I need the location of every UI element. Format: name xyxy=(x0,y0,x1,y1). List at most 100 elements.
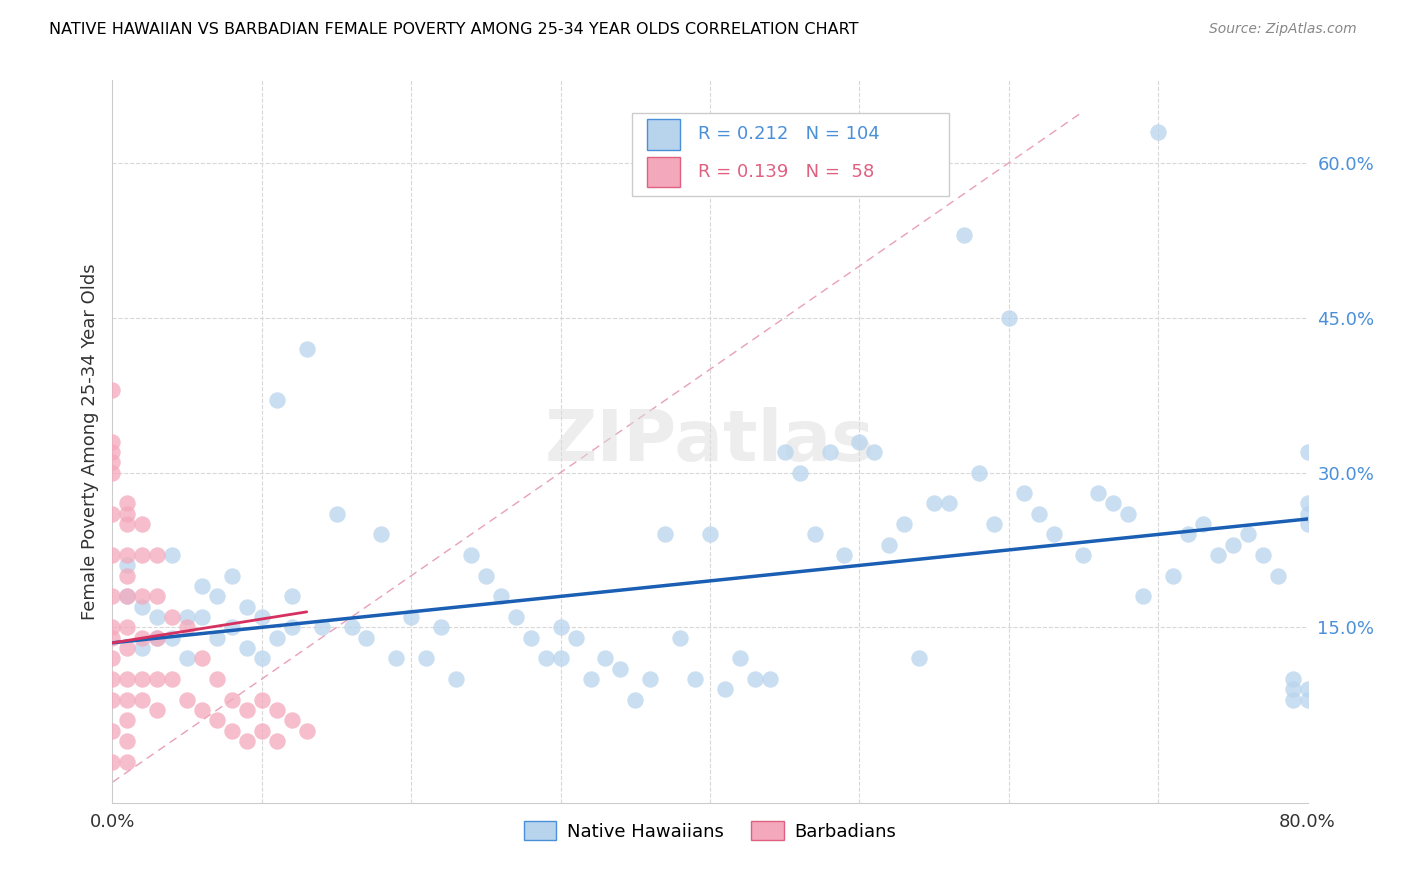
Point xyxy=(117,713,139,727)
Point xyxy=(1296,507,1319,521)
Point xyxy=(101,383,124,397)
Point xyxy=(162,672,183,686)
Point xyxy=(1042,527,1064,541)
Point xyxy=(430,620,453,634)
Point xyxy=(131,517,153,532)
Point xyxy=(117,590,139,604)
Point xyxy=(922,496,945,510)
Point xyxy=(564,631,586,645)
Point xyxy=(1028,507,1050,521)
Point xyxy=(1237,527,1260,541)
Point xyxy=(101,445,124,459)
Point xyxy=(221,620,243,634)
Point xyxy=(1012,486,1035,500)
Point xyxy=(938,496,960,510)
Point xyxy=(640,672,662,686)
Point xyxy=(356,631,378,645)
Point xyxy=(654,527,676,541)
Point xyxy=(550,651,572,665)
Text: Source: ZipAtlas.com: Source: ZipAtlas.com xyxy=(1209,22,1357,37)
Point xyxy=(385,651,408,665)
Point xyxy=(1267,568,1289,582)
Point xyxy=(773,445,796,459)
Point xyxy=(101,723,124,738)
Point xyxy=(818,445,841,459)
Point xyxy=(146,631,169,645)
Point xyxy=(1177,527,1199,541)
Point xyxy=(236,734,259,748)
FancyBboxPatch shape xyxy=(647,120,681,150)
Point xyxy=(683,672,706,686)
Point xyxy=(699,527,721,541)
Point xyxy=(131,590,153,604)
Point xyxy=(1296,517,1319,532)
Point xyxy=(131,548,153,562)
Point xyxy=(191,651,214,665)
Point xyxy=(744,672,766,686)
FancyBboxPatch shape xyxy=(633,112,949,196)
Point xyxy=(101,692,124,706)
Point xyxy=(281,620,304,634)
Point xyxy=(146,610,169,624)
Point xyxy=(967,466,990,480)
Point xyxy=(714,682,737,697)
Point xyxy=(250,651,273,665)
Point xyxy=(834,548,856,562)
Point xyxy=(250,692,273,706)
Point xyxy=(1102,496,1125,510)
Point xyxy=(1296,496,1319,510)
Point xyxy=(101,590,124,604)
Point xyxy=(489,590,512,604)
Point xyxy=(117,640,139,655)
Point xyxy=(893,517,915,532)
Point xyxy=(236,703,259,717)
Point xyxy=(146,548,169,562)
Point xyxy=(908,651,931,665)
Point xyxy=(1073,548,1095,562)
Text: R = 0.139   N =  58: R = 0.139 N = 58 xyxy=(699,163,875,181)
Point xyxy=(131,672,153,686)
Point xyxy=(534,651,557,665)
Point xyxy=(295,342,318,356)
Point xyxy=(101,651,124,665)
Point xyxy=(311,620,333,634)
Point xyxy=(146,703,169,717)
Point xyxy=(1147,125,1170,139)
Point xyxy=(191,579,214,593)
Point xyxy=(205,672,228,686)
Point xyxy=(475,568,498,582)
Point xyxy=(117,755,139,769)
Point xyxy=(117,734,139,748)
Point xyxy=(236,640,259,655)
Point xyxy=(101,672,124,686)
Point xyxy=(953,228,976,243)
Point xyxy=(1161,568,1184,582)
Point xyxy=(101,466,124,480)
Point xyxy=(879,538,901,552)
Point xyxy=(146,672,169,686)
Point xyxy=(1132,590,1154,604)
Text: R = 0.212   N = 104: R = 0.212 N = 104 xyxy=(699,126,880,144)
Point xyxy=(205,713,228,727)
Point xyxy=(789,466,811,480)
Point xyxy=(131,640,153,655)
Point xyxy=(1296,682,1319,697)
Point xyxy=(579,672,602,686)
Point xyxy=(1281,672,1303,686)
Y-axis label: Female Poverty Among 25-34 Year Olds: Female Poverty Among 25-34 Year Olds xyxy=(80,263,98,620)
Point xyxy=(848,434,870,449)
Point xyxy=(117,496,139,510)
Legend: Native Hawaiians, Barbadians: Native Hawaiians, Barbadians xyxy=(516,814,904,848)
Text: NATIVE HAWAIIAN VS BARBADIAN FEMALE POVERTY AMONG 25-34 YEAR OLDS CORRELATION CH: NATIVE HAWAIIAN VS BARBADIAN FEMALE POVE… xyxy=(49,22,859,37)
Point xyxy=(176,692,198,706)
Point xyxy=(595,651,617,665)
Point xyxy=(131,692,153,706)
Point xyxy=(162,610,183,624)
Point xyxy=(983,517,1005,532)
Point xyxy=(117,517,139,532)
Point xyxy=(460,548,482,562)
Point xyxy=(1192,517,1215,532)
Point xyxy=(250,610,273,624)
Point xyxy=(146,590,169,604)
Point xyxy=(505,610,527,624)
